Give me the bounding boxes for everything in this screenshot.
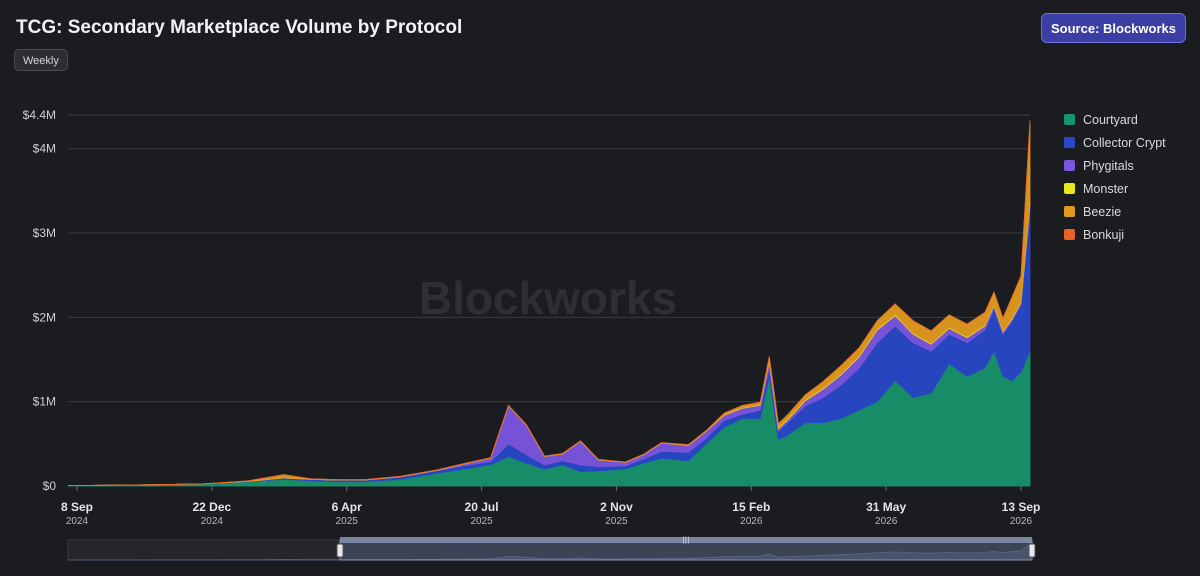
y-tick-label: $2M — [33, 310, 56, 324]
x-tick-year: 2024 — [66, 516, 89, 527]
legend-swatch — [1064, 206, 1075, 217]
legend-label: Phygitals — [1083, 158, 1134, 173]
legend-item-monster[interactable]: Monster — [1064, 177, 1166, 200]
x-tick-label: 31 May — [866, 500, 906, 514]
series-areas — [67, 120, 1031, 487]
x-tick-year: 2025 — [336, 516, 359, 527]
x-tick-label: 13 Sep — [1002, 500, 1041, 514]
legend-label: Bonkuji — [1083, 227, 1124, 242]
legend-swatch — [1064, 137, 1075, 148]
x-tick-year: 2025 — [470, 516, 493, 527]
x-tick-label: 15 Feb — [732, 500, 770, 514]
legend-swatch — [1064, 114, 1075, 125]
series-area-bonkuji — [67, 120, 1031, 486]
legend-label: Monster — [1083, 181, 1129, 196]
legend-item-phygitals[interactable]: Phygitals — [1064, 154, 1166, 177]
range-navigator[interactable]: ||| — [67, 536, 1036, 561]
legend-item-beezie[interactable]: Beezie — [1064, 200, 1166, 223]
y-axis: $0 $1M $2M $3M $4M $4.4M — [23, 108, 57, 493]
x-tick-year: 2026 — [875, 516, 898, 527]
legend-swatch — [1064, 160, 1075, 171]
y-tick-label: $3M — [33, 226, 56, 240]
grip-icon[interactable]: ||| — [682, 536, 689, 544]
x-tick-label: 8 Sep — [61, 500, 93, 514]
legend: Courtyard Collector Crypt Phygitals Monster… — [1064, 108, 1166, 246]
x-tick-year: 2025 — [605, 516, 628, 527]
legend-item-courtyard[interactable]: Courtyard — [1064, 108, 1166, 131]
y-tick-label: $4M — [33, 142, 56, 156]
legend-swatch — [1064, 229, 1075, 240]
y-tick-label: $4.4M — [23, 108, 56, 122]
watermark-text: Blockworks — [419, 272, 677, 324]
interval-toggle-button[interactable]: Weekly — [14, 49, 68, 71]
x-tick-label: 22 Dec — [192, 500, 231, 514]
navigator-scrollbar[interactable] — [340, 537, 1032, 543]
legend-item-collector-crypt[interactable]: Collector Crypt — [1064, 131, 1166, 154]
x-tick-label: 6 Apr — [332, 500, 363, 514]
legend-label: Collector Crypt — [1083, 135, 1166, 150]
x-axis: 8 Sep 2024 22 Dec 2024 6 Apr 2025 20 Jul 2025 2 … — [61, 486, 1040, 527]
source-button[interactable]: Source: Blockworks — [1041, 13, 1186, 43]
navigator-left-handle[interactable] — [336, 543, 344, 558]
navigator-right-handle[interactable] — [1028, 543, 1036, 558]
legend-label: Beezie — [1083, 204, 1122, 219]
x-tick-label: 2 Nov — [600, 500, 633, 514]
chart-title: TCG: Secondary Marketplace Volume by Pro… — [16, 17, 463, 38]
x-tick-year: 2026 — [1010, 516, 1033, 527]
y-tick-label: $1M — [33, 395, 56, 409]
legend-swatch — [1064, 183, 1075, 194]
legend-label: Courtyard — [1083, 112, 1138, 127]
x-tick-year: 2024 — [201, 516, 224, 527]
x-tick-label: 20 Jul — [465, 500, 499, 514]
x-tick-year: 2026 — [740, 516, 763, 527]
legend-item-bonkuji[interactable]: Bonkuji — [1064, 223, 1166, 246]
y-tick-label: $0 — [43, 479, 57, 493]
